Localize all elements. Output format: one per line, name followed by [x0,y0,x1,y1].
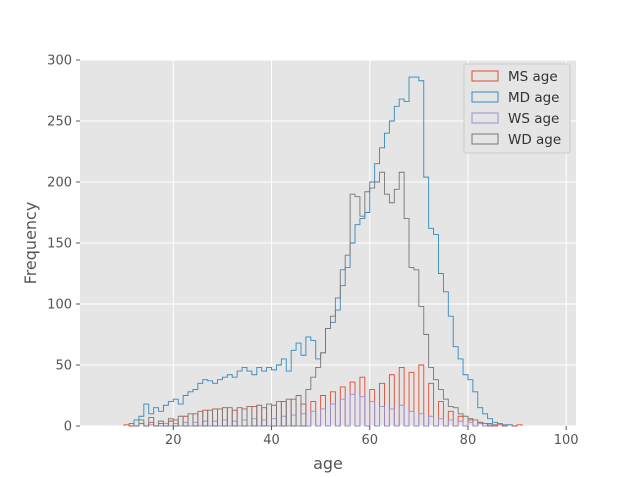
legend-swatch [471,133,499,145]
series-step-3 [148,393,493,427]
y-tick-label: 0 [64,420,72,435]
x-ticks: 20 40 60 80 100 [165,426,579,448]
legend-swatch [471,91,499,103]
legend-swatch [471,70,499,82]
legend-label: MD age [508,90,559,106]
x-axis-label: age [313,454,343,473]
x-tick-label: 100 [554,433,579,448]
y-tick-label: 100 [47,298,72,313]
series-step-4 [128,171,498,427]
x-tick-label: 40 [263,433,280,448]
series-group [123,76,523,427]
legend-label: MS age [508,69,558,85]
y-axis-label: Frequency [21,202,40,285]
y-tick-label: 250 [47,115,72,130]
y-tick-label: 50 [55,359,72,374]
y-ticks: 0 50 100 150 200 250 300 [47,54,80,435]
y-tick-label: 150 [47,237,72,252]
x-tick-label: 20 [165,433,182,448]
legend-label: WD age [508,132,561,148]
x-tick-label: 60 [361,433,378,448]
y-tick-label: 300 [47,54,72,69]
y-tick-label: 200 [47,176,72,191]
legend-box [463,63,571,154]
legend: MS age MD age WS age WD age [463,63,571,154]
legend-swatch [471,112,499,124]
x-tick-label: 80 [460,433,477,448]
legend-label: WS age [508,111,559,127]
